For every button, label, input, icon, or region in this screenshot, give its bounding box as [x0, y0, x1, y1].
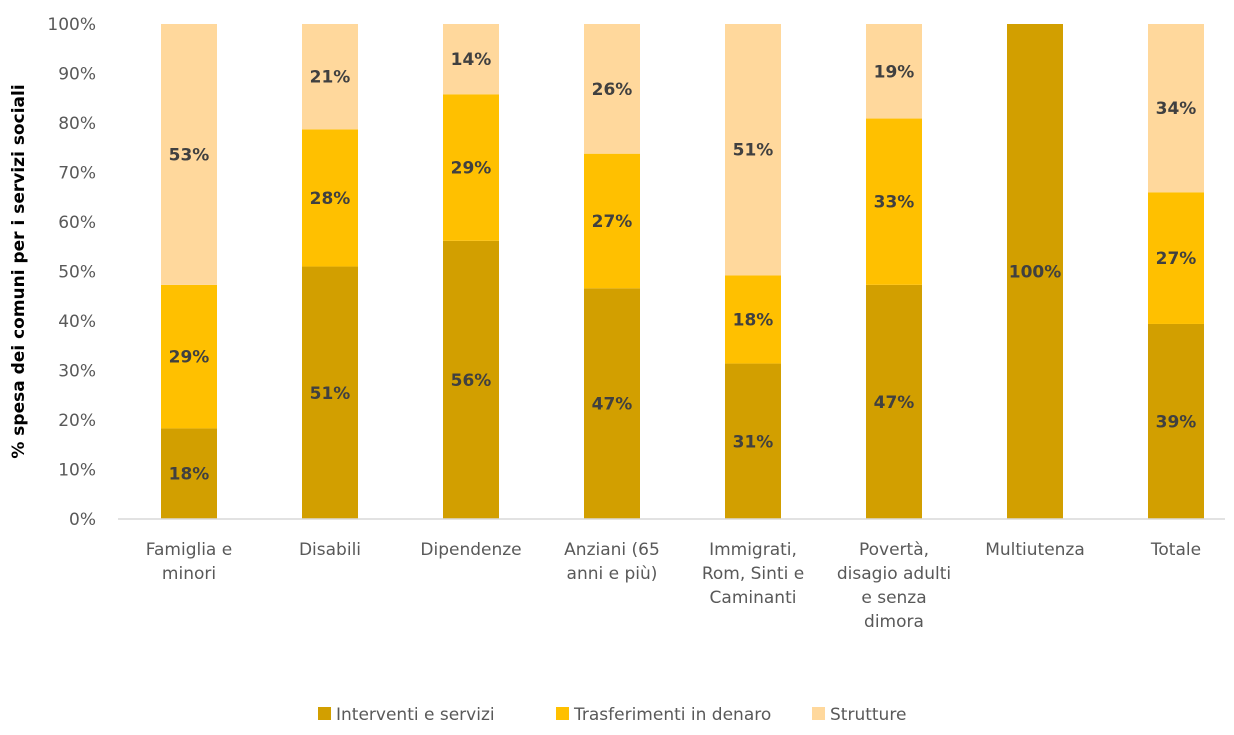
bar-segment	[302, 129, 358, 267]
y-tick-label: 10%	[58, 461, 96, 481]
data-label: 27%	[592, 212, 633, 232]
bar-segment	[443, 24, 499, 95]
x-tick-label: Famiglia e	[146, 540, 232, 560]
bar-segment	[1007, 24, 1063, 519]
x-tick-label: Immigrati,	[709, 540, 797, 560]
bar-segment	[725, 24, 781, 276]
data-label: 14%	[451, 50, 492, 70]
legend: Interventi e servizi Trasferimenti in den…	[318, 705, 906, 725]
data-label: 18%	[169, 465, 210, 485]
y-tick-label: 80%	[58, 114, 96, 134]
bar-segment	[584, 24, 640, 154]
y-tick-label: 90%	[58, 65, 96, 85]
bar-segment	[443, 94, 499, 241]
data-labels: 18% 29% 53% 51% 28% 21% 56% 29% 14% 47% 27% 26% 31% 1…	[169, 50, 1197, 485]
bar-segment	[584, 288, 640, 519]
x-tick-label: Rom, Sinti e	[702, 564, 804, 584]
y-tick-label: 60%	[58, 213, 96, 233]
data-label: 100%	[1009, 263, 1062, 283]
y-tick-label: 30%	[58, 362, 96, 382]
y-axis-label: % spesa dei comuni per i servizi sociali	[9, 84, 29, 458]
x-tick-label: Dipendenze	[420, 540, 521, 560]
legend-label: Strutture	[830, 705, 906, 725]
x-tick-label: Disabili	[299, 540, 361, 560]
bar-segment	[1148, 192, 1204, 324]
bar-segment	[866, 24, 922, 119]
bar-segment	[1148, 24, 1204, 193]
bar-segment	[443, 240, 499, 519]
x-tick-label: Anziani (65	[564, 540, 660, 560]
legend-swatch	[812, 707, 825, 720]
data-label: 31%	[733, 432, 774, 452]
x-tick-label: disagio adulti	[837, 564, 951, 584]
bar-segment	[584, 153, 640, 289]
data-label: 19%	[874, 62, 915, 82]
bar-segment	[725, 363, 781, 519]
data-label: 26%	[592, 80, 633, 100]
data-label: 34%	[1156, 99, 1197, 119]
y-tick-label: 20%	[58, 411, 96, 431]
legend-swatch	[556, 707, 569, 720]
bar-segment	[866, 284, 922, 519]
legend-label: Interventi e servizi	[336, 705, 495, 725]
x-tick-label: Totale	[1150, 540, 1201, 560]
bar-segment	[1148, 323, 1204, 519]
data-label: 51%	[310, 384, 351, 404]
x-tick-label: Povertà,	[859, 540, 929, 560]
data-label: 33%	[874, 193, 915, 213]
data-label: 21%	[310, 68, 351, 88]
data-label: 47%	[874, 393, 915, 413]
y-tick-label: 0%	[69, 510, 96, 530]
x-tick-label: minori	[162, 564, 216, 584]
data-label: 18%	[733, 311, 774, 331]
data-label: 56%	[451, 371, 492, 391]
data-label: 28%	[310, 189, 351, 209]
data-label: 27%	[1156, 249, 1197, 269]
data-label: 29%	[169, 348, 210, 368]
data-label: 47%	[592, 395, 633, 415]
x-tick-label: dimora	[864, 612, 924, 632]
y-tick-label: 50%	[58, 263, 96, 283]
x-tick-label: e senza	[861, 588, 926, 608]
bar-segment	[725, 275, 781, 364]
bar-segment	[161, 24, 217, 285]
x-axis-categories: Famiglia e minori Disabili Dipendenze Anzian…	[146, 540, 1201, 632]
bar-segment	[866, 118, 922, 285]
y-tick-label: 40%	[58, 312, 96, 332]
x-tick-label: anni e più)	[567, 564, 658, 584]
data-label: 39%	[1156, 412, 1197, 432]
bar-segment	[302, 266, 358, 519]
legend-label: Trasferimenti in denaro	[573, 705, 771, 725]
x-tick-label: Caminanti	[710, 588, 797, 608]
bar-segment	[161, 428, 217, 519]
x-tick-label: Multiutenza	[985, 540, 1085, 560]
bars	[161, 24, 1204, 519]
legend-swatch	[318, 707, 331, 720]
data-label: 29%	[451, 159, 492, 179]
y-tick-label: 70%	[58, 164, 96, 184]
y-axis-ticks: 0% 10% 20% 30% 40% 50% 60% 70% 80% 90% 100%	[47, 15, 96, 530]
bar-segment	[161, 284, 217, 429]
data-label: 53%	[169, 145, 210, 165]
y-tick-label: 100%	[47, 15, 96, 35]
bar-segment	[302, 24, 358, 130]
data-label: 51%	[733, 141, 774, 161]
